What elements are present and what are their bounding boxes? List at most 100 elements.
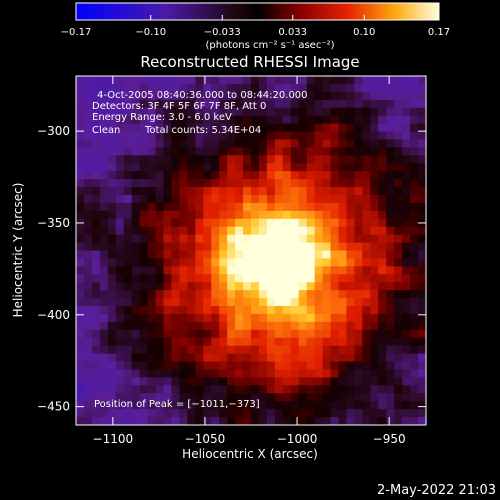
heatmap-cell [123,139,133,148]
heatmap-cell [394,417,403,426]
heatmap-cell [274,83,284,93]
heatmap-cell [99,306,109,315]
heatmap-cell [139,345,148,355]
heatmap-cell [386,76,395,85]
heatmap-cell [346,226,355,236]
heatmap-cell [298,210,308,220]
heatmap-cell [76,401,85,410]
heatmap-cell [99,187,109,196]
heatmap-cell [203,139,212,148]
heatmap-cell [227,76,236,85]
heatmap-cell [76,417,85,426]
heatmap-cell [362,171,371,180]
heatmap-cell [211,274,220,283]
heatmap-cell [115,179,125,188]
heatmap-cell [123,274,133,283]
heatmap-cell [290,210,300,220]
heatmap-cell [354,171,363,180]
heatmap-cell [163,345,172,355]
heatmap-cell [179,131,188,140]
heatmap-cell [123,76,133,85]
heatmap-cell [91,266,101,275]
heatmap-cell [330,266,339,275]
heatmap-cell [131,107,141,117]
heatmap-cell [83,226,93,236]
heatmap-cell [76,76,85,85]
heatmap-cell [243,385,252,394]
heatmap-cell [338,99,347,109]
heatmap-cell [91,123,101,132]
heatmap-cell [266,242,276,251]
heatmap-cell [179,313,188,323]
heatmap-cell [76,353,85,362]
heatmap-cell [410,337,419,347]
heatmap-cell [171,417,180,426]
heatmap-cell [266,417,276,426]
heatmap-cell [386,353,395,362]
heatmap-cell [338,155,347,164]
heatmap-cell [418,194,427,204]
heatmap-cell [155,274,164,283]
heatmap-cell [219,258,228,267]
heatmap-cell [115,218,125,228]
heatmap-cell [219,321,228,331]
heatmap-cell [139,91,148,101]
heatmap-cell [402,345,411,355]
heatmap-cell [370,313,379,323]
heatmap-cell [163,250,172,259]
heatmap-cell [211,361,220,370]
heatmap-cell [418,171,427,180]
heatmap-cell [362,194,371,204]
heatmap-cell [386,345,395,355]
heatmap-cell [274,210,284,220]
heatmap-cell [370,242,379,251]
heatmap-cell [107,107,117,117]
heatmap-cell [290,290,300,299]
heatmap-cell [99,147,109,156]
heatmap-cell [91,194,101,204]
heatmap-cell [274,250,284,259]
heatmap-cell [386,361,395,370]
heatmap-cell [139,218,148,228]
heatmap-cell [219,76,228,85]
annotation-peak-position: Position of Peak = [−1011,−373] [94,399,260,410]
heatmap-cell [91,345,101,355]
heatmap-cell [195,187,204,196]
heatmap-cell [290,123,300,132]
heatmap-cell [91,226,101,236]
heatmap-cell [195,385,204,394]
heatmap-cell [179,282,188,291]
heatmap-cell [227,313,236,323]
heatmap-cell [370,194,379,204]
heatmap-cell [258,187,268,196]
heatmap-cell [314,306,323,315]
heatmap-cell [91,417,101,426]
heatmap-cell [258,345,268,355]
heatmap-cell [219,147,228,156]
heatmap-cell [290,139,300,148]
heatmap-cell [115,306,125,315]
heatmap-cell [235,194,244,204]
heatmap-cell [290,361,300,370]
heatmap-cell [314,187,323,196]
heatmap-cell [386,194,395,204]
heatmap-cell [179,274,188,283]
heatmap-cell [155,385,164,394]
heatmap-cell [266,99,276,109]
heatmap-cell [354,91,363,101]
heatmap-cell [99,234,109,243]
heatmap-cell [266,401,276,410]
heatmap-cell [266,321,276,331]
heatmap-cell [163,210,172,220]
heatmap-cell [107,298,117,307]
heatmap-cell [131,76,141,85]
heatmap-cell [171,123,180,132]
heatmap-cell [354,210,363,220]
heatmap-cell [418,107,427,117]
heatmap-cell [99,377,109,386]
heatmap-cell [386,107,395,117]
heatmap-cell [346,210,355,220]
heatmap-cell [418,282,427,291]
colorbar-tick-labels: −0.17 −0.10 −0.033 0.033 0.10 0.17 [61,27,450,38]
heatmap-cell [211,353,220,362]
